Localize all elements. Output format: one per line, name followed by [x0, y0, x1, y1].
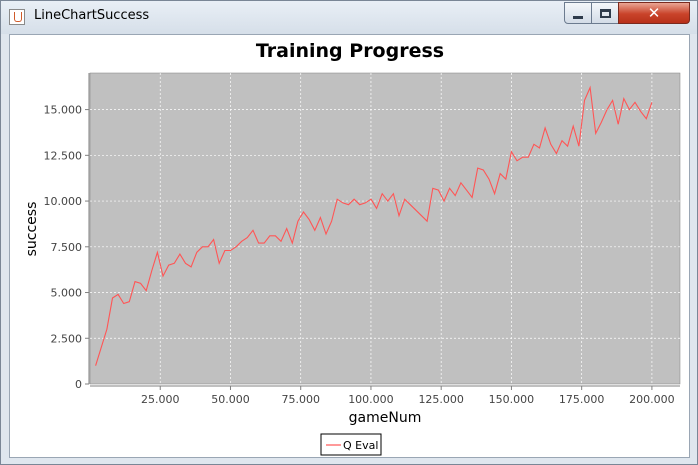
series-layer	[95, 85, 653, 366]
y-tick-label: 15.000	[44, 104, 83, 117]
x-tick-label: 200.000	[629, 393, 675, 406]
y-axis-ticks: 0 2.500 5.000 7.500 10.000 12.500 15.000	[44, 104, 89, 391]
java-app-icon[interactable]	[9, 9, 25, 25]
chart-title: Training Progress	[256, 40, 444, 62]
x-tick-label: 150.000	[489, 393, 535, 406]
y-tick-label: 10.000	[44, 195, 83, 208]
x-tick-label: 175.000	[559, 393, 605, 406]
x-tick-label: 125.000	[418, 393, 464, 406]
legend-box	[320, 433, 382, 456]
close-button[interactable]: ✕	[618, 2, 690, 24]
y-tick-label: 2.500	[51, 332, 83, 345]
y-tick-label: 12.500	[44, 149, 83, 162]
y-tick-label: 5.000	[51, 287, 83, 300]
series-line	[95, 85, 653, 366]
x-tick-label: 25.000	[141, 393, 180, 406]
close-icon: ✕	[647, 3, 661, 22]
x-axis-label: gameNum	[349, 410, 422, 426]
maximize-icon	[599, 8, 611, 18]
window-title: LineChartSuccess	[34, 8, 150, 23]
line-chart: Training Progress 0 2.500 5.000 7.500 10.000…	[24, 40, 681, 456]
minimize-icon	[573, 15, 583, 19]
legend: Q Eval	[320, 433, 382, 456]
legend-label: Q Eval	[343, 439, 378, 452]
x-tick-label: 100.000	[348, 393, 394, 406]
minimize-button[interactable]	[564, 2, 592, 24]
x-axis-ticks: 25.000 50.000 75.000 100.000 125.000 150.000 1…	[141, 386, 675, 406]
y-tick-label: 7.500	[51, 241, 83, 254]
maximize-button[interactable]	[591, 2, 619, 24]
chart-panel: Training Progress 0 2.500 5.000 7.500 10.000…	[9, 34, 690, 458]
x-tick-label: 75.000	[281, 393, 320, 406]
plot-area	[89, 72, 681, 385]
y-tick-label: 0	[75, 378, 82, 391]
title-bar[interactable]: LineChartSuccess ✕	[1, 1, 697, 34]
y-axis-label: success	[24, 202, 40, 257]
x-tick-label: 50.000	[211, 393, 250, 406]
